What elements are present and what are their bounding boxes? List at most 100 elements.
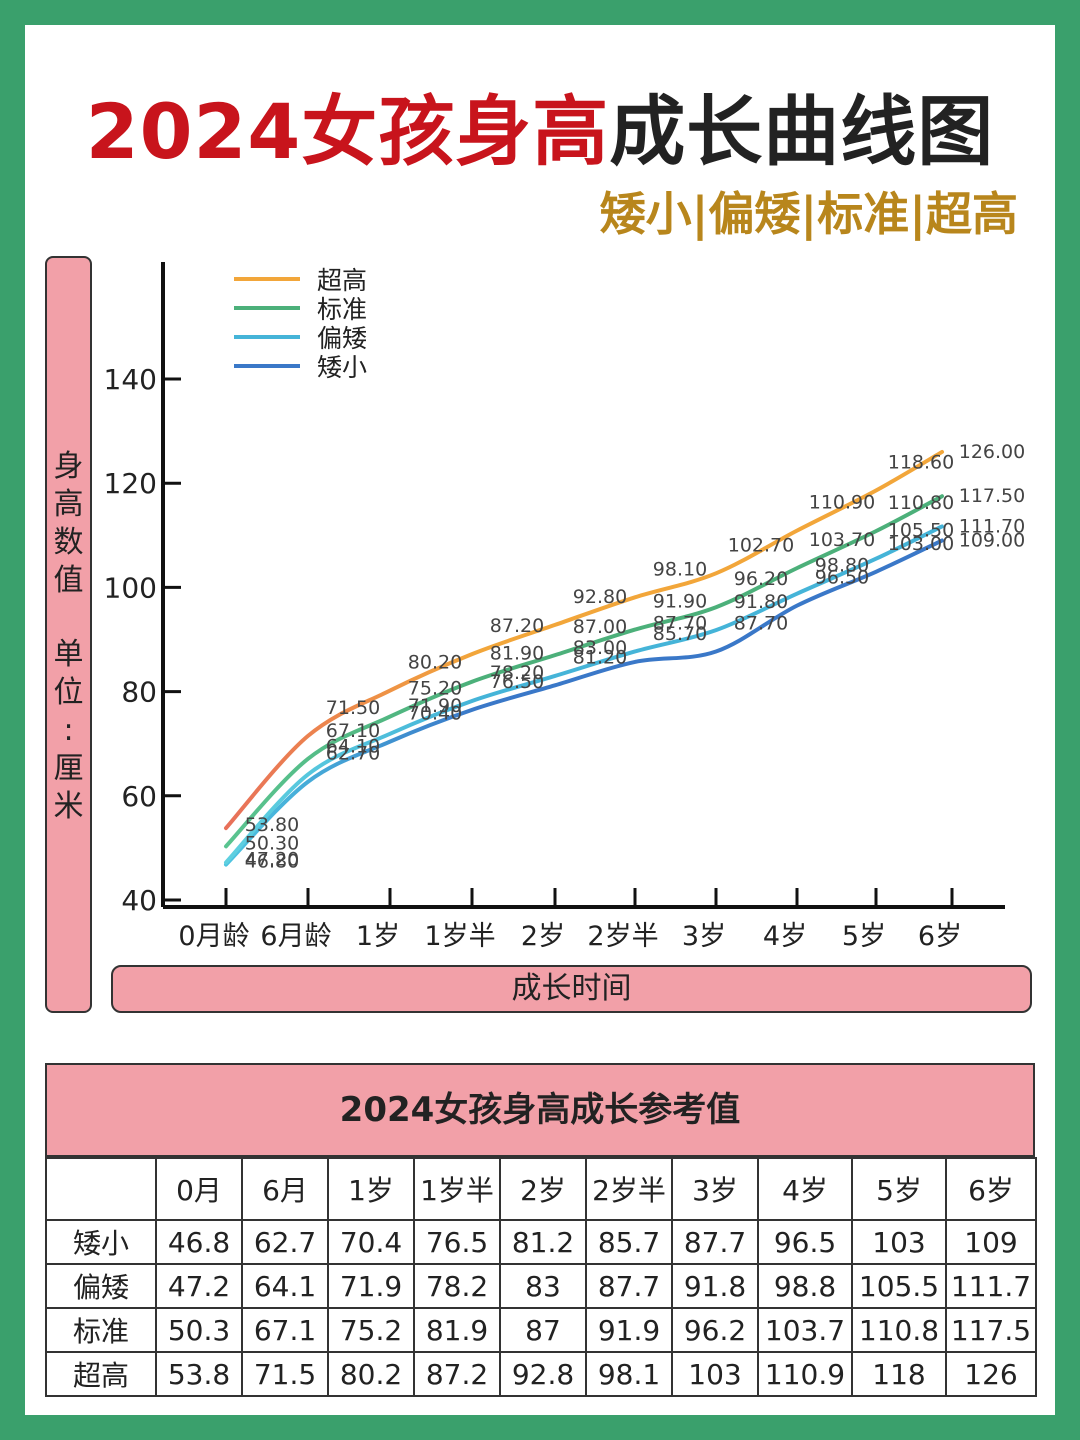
data-label: 109.00 [959,530,1025,552]
x-tick-label: 2岁半 [587,921,658,952]
table-header-cell: 4岁 [757,1157,853,1221]
data-label: 91.90 [653,591,707,613]
data-label: 62.70 [326,743,380,765]
data-label: 71.50 [326,697,380,719]
data-label: 71.90 [408,695,462,717]
data-label: 85.70 [653,623,707,645]
data-label: 105.50 [888,520,954,542]
data-label: 98.10 [653,558,707,580]
x-tick-label: 6月龄 [260,921,331,952]
x-tick-label: 6岁 [918,921,962,952]
table-cell: 70.4 [327,1219,415,1265]
table-cell: 126 [945,1351,1037,1397]
table-cell: 87.2 [413,1351,501,1397]
table-cell: 53.8 [155,1351,243,1397]
data-label: 70.40 [408,703,462,725]
x-tick-label: 3岁 [682,921,726,952]
series-line-1 [224,494,944,849]
data-label: 46.80 [245,851,299,873]
reference-table: 2024女孩身高成长参考值 0月 6月 1岁 1岁半 2岁 2岁半 3岁 4岁 5岁 6岁 矮小 46… [45,1063,1037,1397]
data-label: 87.70 [734,612,788,634]
data-label: 103.00 [888,533,954,555]
title-part1: 2024女孩身高 [85,87,610,176]
x-tick-label: 4岁 [763,921,807,952]
data-label: 110.90 [809,492,875,514]
table-cell: 110.8 [851,1307,947,1353]
table-header-cell: 1岁 [327,1157,415,1221]
table-cell: 103 [851,1219,947,1265]
table-header-cell: 6月 [241,1157,329,1221]
y-axis-label: 身高数值 单位:厘米 [53,449,84,824]
table-cell: 111.7 [945,1263,1037,1309]
table-header-cell: 6岁 [945,1157,1037,1221]
x-axis-label: 成长时间 [111,965,1032,1013]
table-cell: 118 [851,1351,947,1397]
table-cell: 110.9 [757,1351,853,1397]
data-label: 91.80 [734,591,788,613]
table-header-cell: 3岁 [671,1157,759,1221]
table-title: 2024女孩身高成长参考值 [45,1063,1035,1157]
table-cell: 71.9 [327,1263,415,1309]
table-cell: 偏矮 [45,1263,157,1309]
table-cell: 62.7 [241,1219,329,1265]
table-row: 标准 50.3 67.1 75.2 81.9 87 91.9 96.2 103.7 110.8 11… [45,1307,1037,1353]
table-cell: 85.7 [585,1219,673,1265]
y-tick-label: 140 [104,363,157,396]
data-label: 67.10 [326,720,380,742]
table-cell: 87.7 [671,1219,759,1265]
series-line-0 [224,449,944,831]
table-cell: 67.1 [241,1307,329,1353]
table-header-cell: 0月 [155,1157,243,1221]
page-subtitle: 矮小|偏矮|标准|超高 [599,187,1018,241]
table-header-cell: 2岁 [499,1157,587,1221]
table-header-cell: 2岁半 [585,1157,673,1221]
y-tick-label: 120 [104,467,157,500]
table-cell: 98.8 [757,1263,853,1309]
table-cell: 103.7 [757,1307,853,1353]
table-cell: 103 [671,1351,759,1397]
table-cell: 标准 [45,1307,157,1353]
table-row: 偏矮 47.2 64.1 71.9 78.2 83 87.7 91.8 98.8 105.5 111… [45,1263,1037,1309]
reference-table-grid: 0月 6月 1岁 1岁半 2岁 2岁半 3岁 4岁 5岁 6岁 矮小 46.8 62.7 70.4 76.5… [45,1157,1037,1397]
table-cell: 80.2 [327,1351,415,1397]
x-tick-label: 0月龄 [178,921,249,952]
data-label: 98.80 [815,555,869,577]
data-label: 103.70 [809,529,875,551]
data-label: 87.20 [490,615,544,637]
y-tick-label: 60 [121,780,157,813]
table-cell: 78.2 [413,1263,501,1309]
table-row: 超高 53.8 71.5 80.2 87.2 92.8 98.1 103 110.9 118 126 [45,1351,1037,1397]
table-header-row: 0月 6月 1岁 1岁半 2岁 2岁半 3岁 4岁 5岁 6岁 [45,1157,1037,1221]
table-header-cell: 1岁半 [413,1157,501,1221]
x-tick-label: 1岁半 [424,921,495,952]
data-label: 53.80 [245,814,299,836]
data-label: 76.50 [490,671,544,693]
legend-label: 标准 [317,295,367,324]
data-label: 83.00 [573,637,627,659]
table-cell: 81.9 [413,1307,501,1353]
data-label: 111.70 [959,515,1025,537]
data-label: 126.00 [959,441,1025,463]
data-label: 64.10 [326,735,380,757]
table-cell: 71.5 [241,1351,329,1397]
y-tick-label: 100 [104,571,157,604]
table-cell: 47.2 [155,1263,243,1309]
table-cell: 91.9 [585,1307,673,1353]
data-label: 118.60 [888,451,954,473]
table-cell: 87 [499,1307,587,1353]
table-cell: 105.5 [851,1263,947,1309]
table-cell: 83 [499,1263,587,1309]
table-cell: 64.1 [241,1263,329,1309]
series-line-2 [224,524,944,865]
table-cell: 109 [945,1219,1037,1265]
table-cell: 98.1 [585,1351,673,1397]
table-header-cell [45,1157,157,1221]
x-tick-label: 1岁 [356,921,400,952]
legend-label: 偏矮 [317,324,367,353]
data-label: 102.70 [728,534,794,556]
y-tick-label: 80 [121,676,157,709]
title-part2: 成长曲线图 [609,87,995,176]
table-cell: 50.3 [155,1307,243,1353]
legend-label: 矮小 [317,353,367,382]
y-tick-label: 40 [121,884,157,917]
